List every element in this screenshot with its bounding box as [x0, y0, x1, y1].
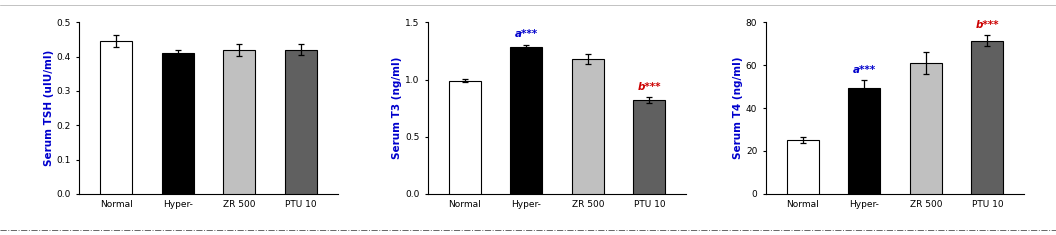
Y-axis label: Serum T3 (ng/ml): Serum T3 (ng/ml) — [392, 57, 402, 159]
Bar — [848, 88, 881, 194]
Text: b***: b*** — [638, 82, 661, 92]
Bar — [285, 50, 317, 194]
Bar — [634, 100, 665, 194]
Y-axis label: Serum T4 (ng/ml): Serum T4 (ng/ml) — [733, 57, 743, 159]
Bar — [100, 41, 132, 194]
Text: a***: a*** — [514, 29, 538, 39]
Bar — [224, 50, 256, 194]
Bar — [787, 140, 818, 194]
Y-axis label: Serum TSH (uIU/ml): Serum TSH (uIU/ml) — [43, 50, 54, 166]
Bar — [910, 63, 942, 194]
Bar — [162, 53, 194, 194]
Bar — [510, 47, 543, 194]
Bar — [972, 41, 1003, 194]
Text: b***: b*** — [976, 20, 999, 30]
Bar — [449, 81, 480, 194]
Text: a***: a*** — [852, 65, 875, 75]
Bar — [572, 59, 604, 194]
